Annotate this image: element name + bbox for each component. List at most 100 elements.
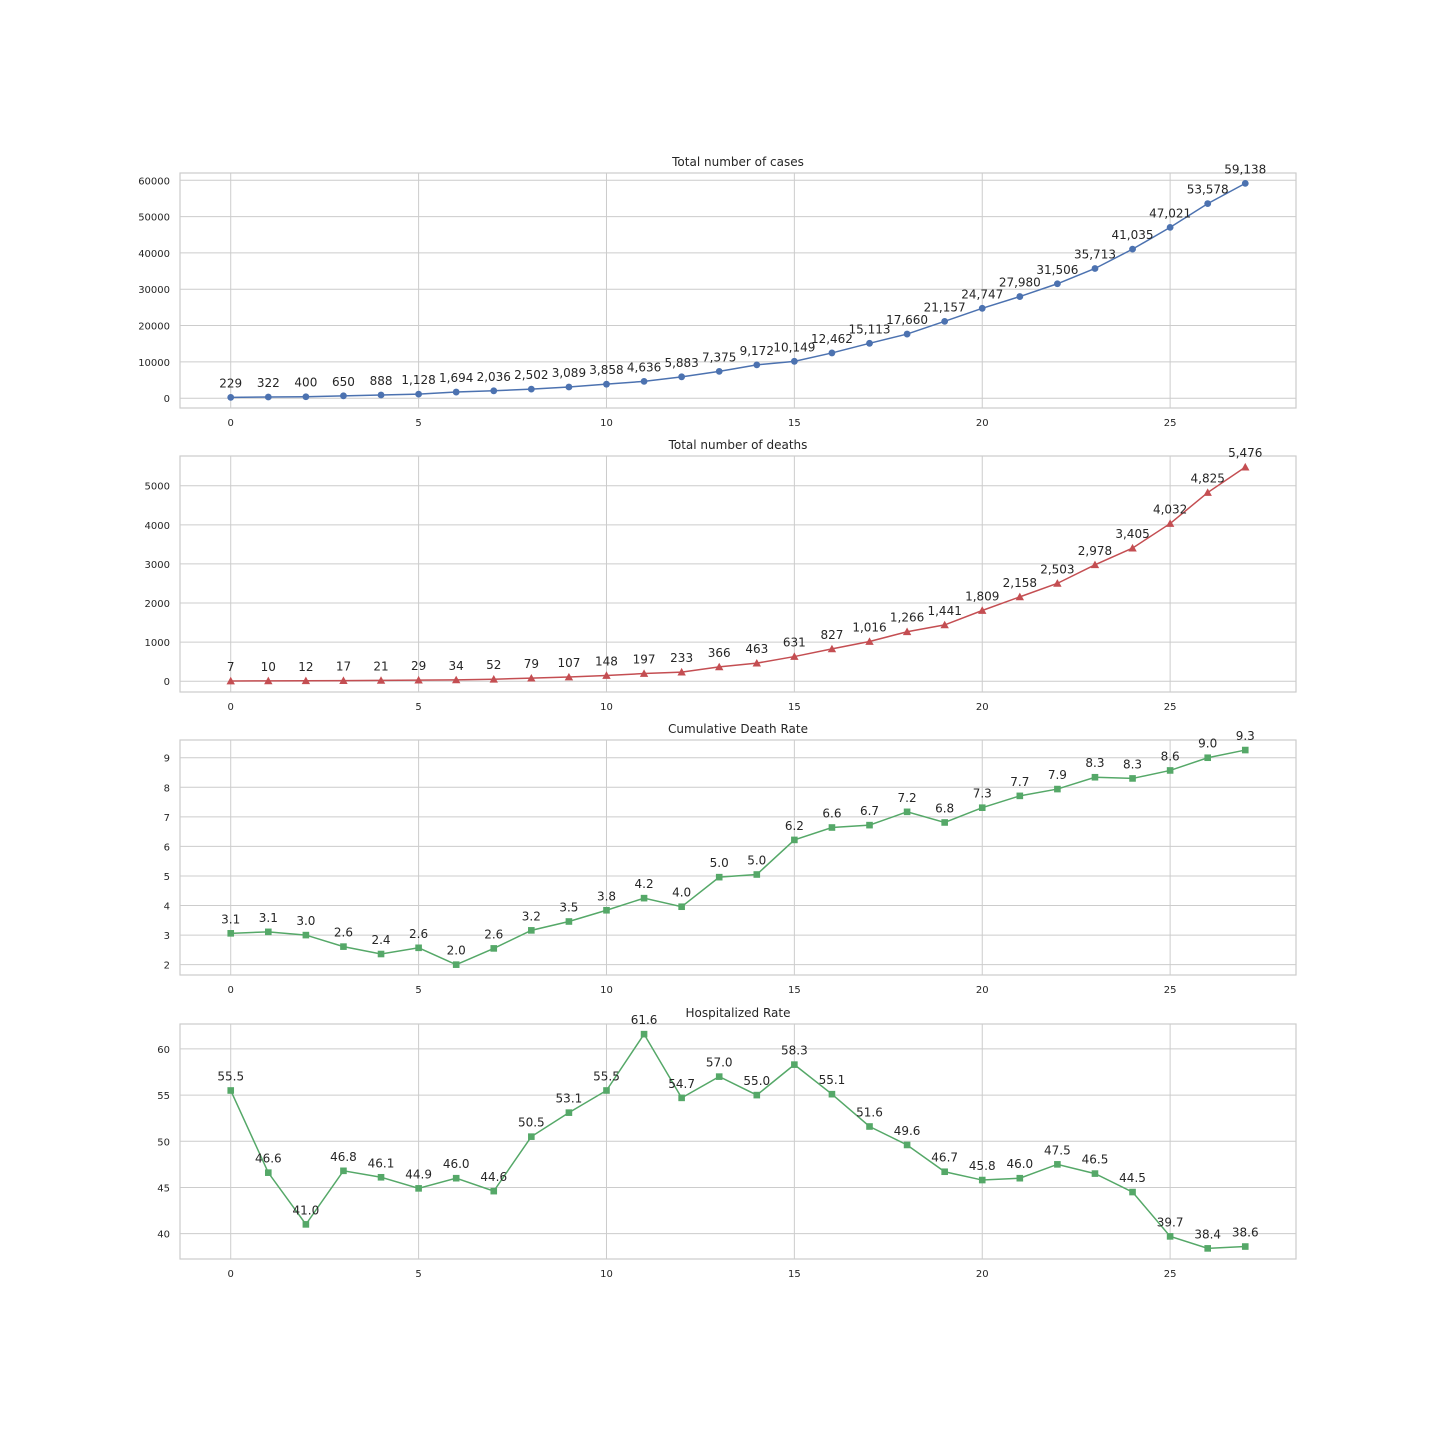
- data-point: [1166, 224, 1174, 231]
- data-label: 38.4: [1194, 1227, 1221, 1241]
- data-label: 45.8: [969, 1159, 996, 1173]
- data-label: 3.5: [559, 900, 578, 914]
- data-point: [377, 950, 385, 958]
- data-point: [527, 673, 536, 682]
- data-label: 888: [370, 374, 393, 388]
- data-point: [603, 906, 610, 914]
- data-point: [415, 1185, 422, 1192]
- data-point: [226, 676, 235, 685]
- data-point: [828, 824, 836, 831]
- data-label: 3.2: [522, 909, 541, 923]
- x-tick-label: 10: [600, 418, 613, 429]
- data-label: 1,694: [439, 371, 473, 385]
- data-label: 44.6: [480, 1170, 507, 1184]
- data-point: [527, 385, 535, 393]
- data-point: [715, 662, 724, 671]
- data-point: [490, 945, 498, 952]
- data-label: 3,405: [1115, 527, 1149, 541]
- x-tick-label: 10: [600, 1269, 613, 1280]
- data-point: [565, 1109, 573, 1116]
- data-point: [903, 330, 911, 338]
- y-tick-label: 60: [157, 1045, 170, 1056]
- y-tick-label: 3: [164, 931, 170, 942]
- data-label: 34: [449, 659, 464, 673]
- y-tick-label: 0: [164, 394, 170, 405]
- y-tick-label: 7: [164, 813, 170, 824]
- data-point: [1129, 245, 1136, 253]
- data-point: [753, 361, 761, 369]
- data-point: [640, 377, 648, 385]
- data-label: 229: [219, 376, 242, 390]
- data-label: 58.3: [781, 1044, 808, 1058]
- data-point: [753, 871, 761, 878]
- data-label: 50.5: [518, 1116, 545, 1130]
- data-label: 4,032: [1153, 503, 1187, 517]
- data-label: 3,858: [589, 363, 623, 377]
- data-label: 47,021: [1149, 206, 1191, 220]
- chart-panel-3: 0 5 10 15 20 25 2 3 4 5 6 7 8 9 Cumulative Death Rate 3…: [164, 722, 1297, 996]
- data-label: 233: [670, 651, 693, 665]
- x-tick-label: 25: [1164, 702, 1177, 713]
- y-tick-label: 20000: [138, 322, 170, 333]
- data-label: 46.1: [368, 1156, 395, 1170]
- data-point: [978, 1176, 986, 1184]
- data-point: [1204, 1245, 1211, 1252]
- data-point: [602, 671, 611, 679]
- data-point: [866, 339, 873, 347]
- data-point: [1016, 1174, 1024, 1182]
- data-point: [452, 961, 460, 968]
- data-point: [376, 676, 386, 684]
- y-tick-label: 4: [164, 902, 170, 913]
- data-point: [1054, 1161, 1061, 1168]
- data-label: 55.0: [743, 1074, 770, 1088]
- data-label: 7.2: [898, 791, 917, 805]
- plot-area: [179, 739, 1297, 976]
- chart-panel-2: 0 5 10 15 20 25 0 1000 2000 3000 4000 5000 Total num…: [145, 438, 1297, 713]
- data-point: [451, 675, 461, 684]
- data-point: [564, 672, 574, 681]
- data-point: [791, 836, 798, 844]
- data-point: [565, 383, 573, 391]
- data-point: [791, 1061, 798, 1068]
- data-point: [640, 894, 648, 902]
- data-label: 2.6: [484, 927, 503, 941]
- data-point: [978, 304, 986, 312]
- data-label: 7.7: [1010, 775, 1029, 789]
- data-point: [1166, 767, 1174, 774]
- x-tick-label: 15: [788, 702, 801, 713]
- data-label: 6.7: [860, 804, 879, 818]
- y-tick-label: 4000: [145, 521, 170, 532]
- data-label: 2,036: [477, 370, 511, 384]
- data-label: 53.1: [556, 1092, 583, 1106]
- data-point: [565, 918, 573, 925]
- data-label: 9.0: [1198, 737, 1217, 751]
- series-line: [230, 466, 1246, 682]
- data-point: [1015, 592, 1025, 601]
- data-point: [1241, 179, 1249, 187]
- data-label: 2.6: [409, 927, 428, 941]
- data-point: [903, 808, 911, 816]
- data-label: 15,113: [849, 322, 891, 336]
- data-label: 5.0: [747, 853, 766, 867]
- y-tick-label: 0: [164, 677, 170, 688]
- data-label: 79: [524, 657, 539, 671]
- data-label: 2,158: [1003, 576, 1037, 590]
- data-label: 7: [227, 660, 235, 674]
- data-label: 52: [486, 658, 501, 672]
- x-tick-label: 0: [228, 702, 234, 713]
- data-point: [489, 675, 498, 683]
- data-label: 463: [745, 642, 768, 656]
- data-label: 148: [595, 654, 618, 668]
- data-point: [490, 1187, 498, 1195]
- y-tick-label: 5: [164, 872, 170, 883]
- x-tick-label: 5: [415, 702, 421, 713]
- data-point: [678, 903, 685, 911]
- data-label: 6.2: [785, 819, 804, 833]
- data-label: 55.5: [217, 1069, 244, 1083]
- data-label: 3,089: [552, 366, 586, 380]
- data-label: 4,825: [1191, 472, 1225, 486]
- data-point: [227, 1087, 235, 1094]
- series-line: [230, 1032, 1246, 1250]
- data-point: [678, 1094, 685, 1102]
